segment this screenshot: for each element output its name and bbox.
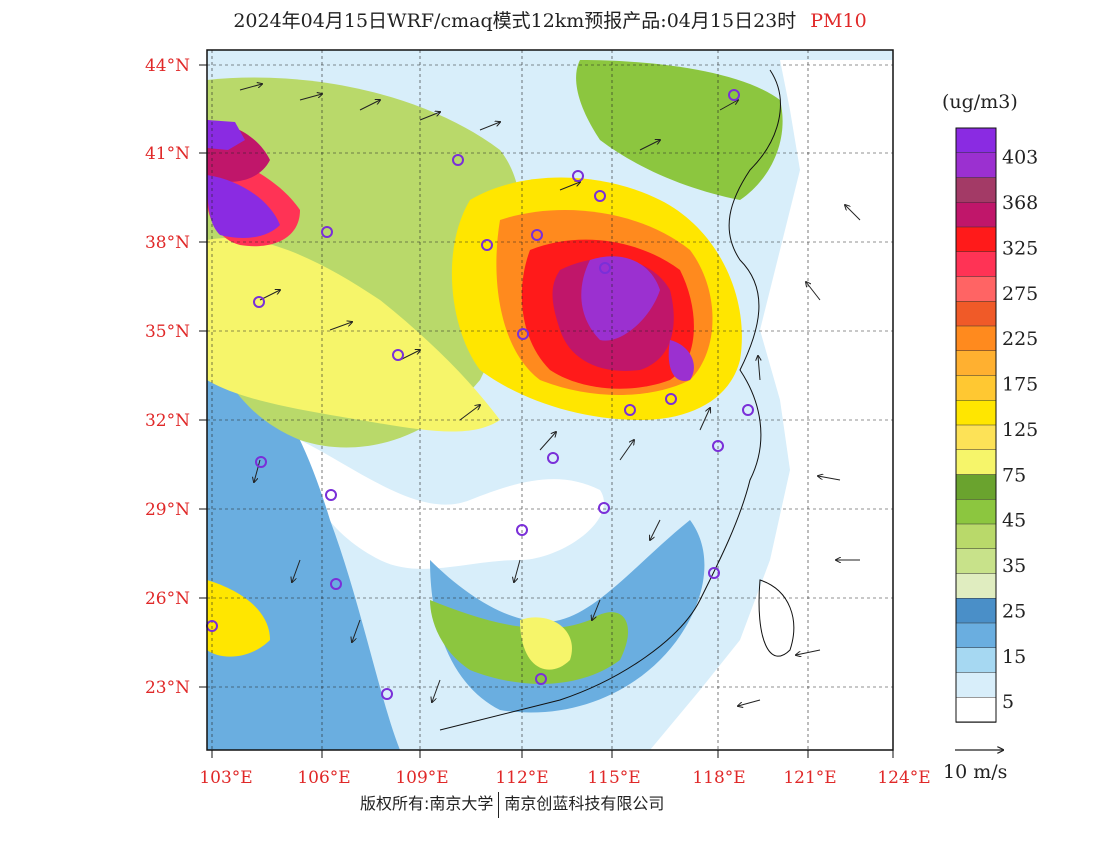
colorbar [955,127,997,723]
lat-label: 29°N [145,500,190,520]
colorbar-label: 35 [1002,555,1026,577]
lat-label: 26°N [145,589,190,609]
lat-label: 23°N [145,678,190,698]
city-marker [535,673,547,685]
colorbar-label: 325 [1002,237,1038,259]
colorbar-swatch [955,127,997,154]
colorbar-label: 125 [1002,419,1038,441]
lon-label: 106°E [297,768,350,788]
graticule [207,50,893,750]
colorbar-label: 403 [1002,147,1038,169]
lon-label: 124°E [877,768,930,788]
colorbar-swatch [955,375,997,401]
city-marker [325,489,337,501]
lon-label: 118°E [692,768,745,788]
colorbar-swatch [955,251,997,278]
colorbar-labels: 403 368 325 275 225 175 125 75 45 35 25 15 5 [1002,147,1038,714]
city-marker [531,229,543,241]
lon-label: 103°E [199,768,252,788]
colorbar-label: 5 [1002,691,1014,713]
city-marker [572,170,584,182]
colorbar-label: 45 [1002,510,1026,532]
colorbar-swatch [955,548,997,575]
city-marker [381,688,393,700]
colorbar-swatch [955,697,997,723]
lon-label: 109°E [395,768,448,788]
colorbar-label: 25 [1002,600,1026,622]
colorbar-swatch [955,499,997,525]
map-frame [206,49,894,751]
colorbar-swatch [955,474,997,500]
colorbar-label: 225 [1002,328,1038,350]
city-marker [742,404,754,416]
colorbar-label: 15 [1002,646,1026,668]
city-marker [392,349,404,361]
colorbar-label: 175 [1002,374,1038,396]
city-marker [516,524,528,536]
colorbar-swatch [955,301,997,327]
colorbar-swatch [955,622,997,649]
city-marker [624,404,636,416]
colorbar-label: 275 [1002,283,1038,305]
coastline [439,69,795,731]
pollution-field [207,50,893,750]
colorbar-frame [955,127,997,723]
lon-label: 121°E [783,768,836,788]
lat-label: 44°N [145,56,190,76]
wind-scale-label: 10 m/s [943,761,1007,783]
lat-label: 35°N [145,322,190,342]
colorbar-swatch [955,226,997,253]
city-marker [452,154,464,166]
city-marker [599,262,611,274]
city-marker [321,226,333,238]
city-marker [330,578,342,590]
colorbar-label: 75 [1002,464,1026,486]
footer: 版权所有:南京大学 南京创蓝科技有限公司 [360,790,664,818]
colorbar-unit: (ug/m3) [942,91,1018,113]
lon-label: 112°E [495,768,548,788]
city-marker [255,456,267,468]
colorbar-swatch [955,400,997,426]
colorbar-swatch [955,647,997,674]
city-marker [712,440,724,452]
city-marker [665,393,677,405]
colorbar-swatch [955,424,997,451]
colorbar-swatch [955,449,997,476]
colorbar-swatch [955,152,997,179]
copyright-right: 南京创蓝科技有限公司 [504,794,665,813]
lon-label: 115°E [587,768,640,788]
city-marker [547,452,559,464]
footer-separator [498,791,500,818]
colorbar-label: 368 [1002,192,1038,214]
colorbar-swatch [955,573,997,599]
colorbar-swatch [955,202,997,228]
city-marker [253,296,265,308]
lat-label: 32°N [145,411,190,431]
map-title: 2024年04月15日WRF/cmaq模式12km预报产品:04月15日23时 P… [0,6,1100,33]
colorbar-swatch [955,672,997,698]
copyright-left: 版权所有:南京大学 [360,794,494,813]
colorbar-swatch [955,276,997,302]
colorbar-swatch [955,350,997,377]
city-marker [594,190,606,202]
colorbar-swatch [955,523,997,550]
city-markers [206,89,754,700]
lat-label: 38°N [145,233,190,253]
title-text: 2024年04月15日WRF/cmaq模式12km预报产品:04月15日23时 [233,10,797,32]
city-marker [481,239,493,251]
pollutant-label: PM10 [810,10,867,32]
wind-vectors [239,84,861,706]
lat-label: 41°N [145,144,190,164]
city-marker [517,328,529,340]
city-marker [728,89,740,101]
colorbar-swatch [955,325,997,352]
colorbar-swatch [955,598,997,624]
city-marker [598,502,610,514]
colorbar-swatch [955,177,997,203]
city-marker [708,567,720,579]
